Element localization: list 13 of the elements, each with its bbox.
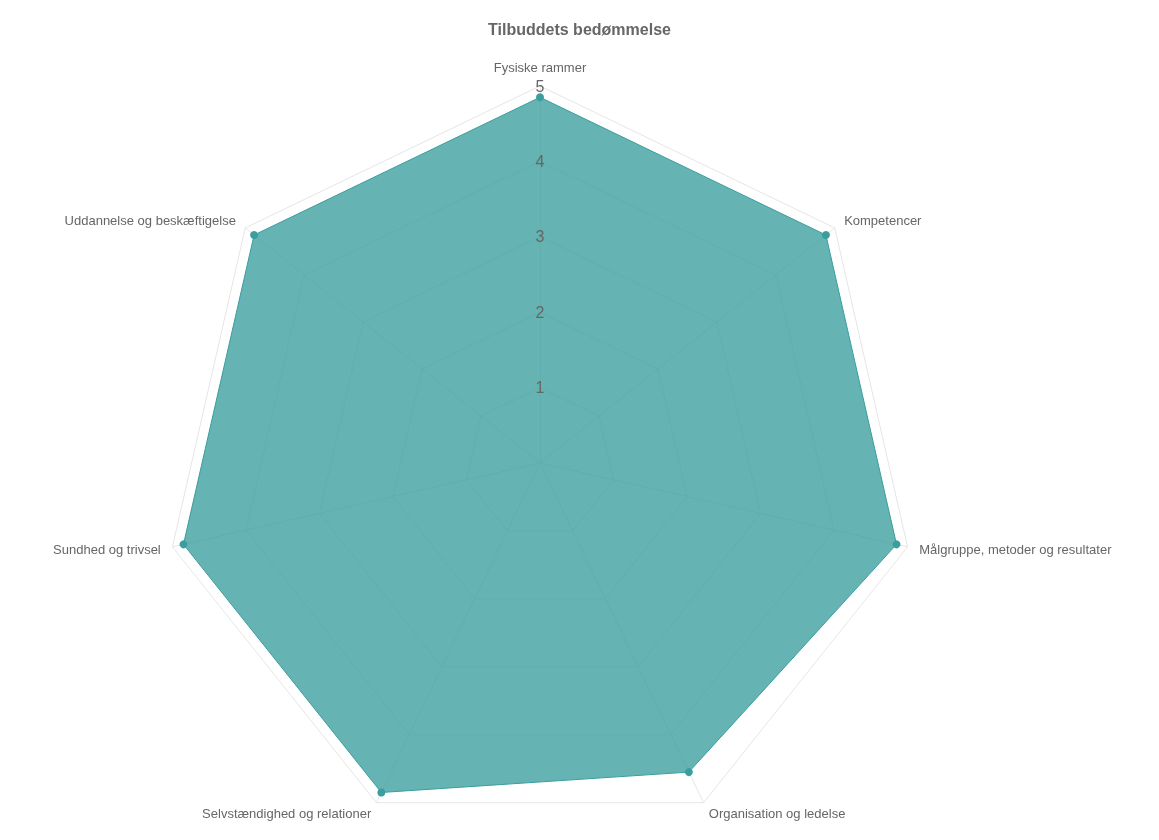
- spoke-label: Målgruppe, metoder og resultater: [919, 542, 1113, 558]
- y-tick-label: 1: [535, 379, 545, 397]
- spoke-label: Organisation og ledelse: [708, 805, 846, 821]
- spoke-label: Sundhed og trivsel: [53, 542, 161, 558]
- spoke-label: Fysiske rammer: [493, 60, 587, 75]
- y-tick-label: 2: [535, 303, 545, 321]
- y-tick-label: 5: [535, 77, 545, 95]
- chart-title: Tilbuddets bedømmelse: [488, 20, 672, 38]
- y-tick-label: 3: [535, 228, 545, 246]
- spoke-label: Kompetencer: [844, 212, 923, 228]
- spoke-label: Selvstændighed og relationer: [202, 805, 372, 821]
- y-tick-label: 4: [535, 152, 545, 170]
- spoke-label: Uddannelse og beskæftigelse: [64, 212, 236, 228]
